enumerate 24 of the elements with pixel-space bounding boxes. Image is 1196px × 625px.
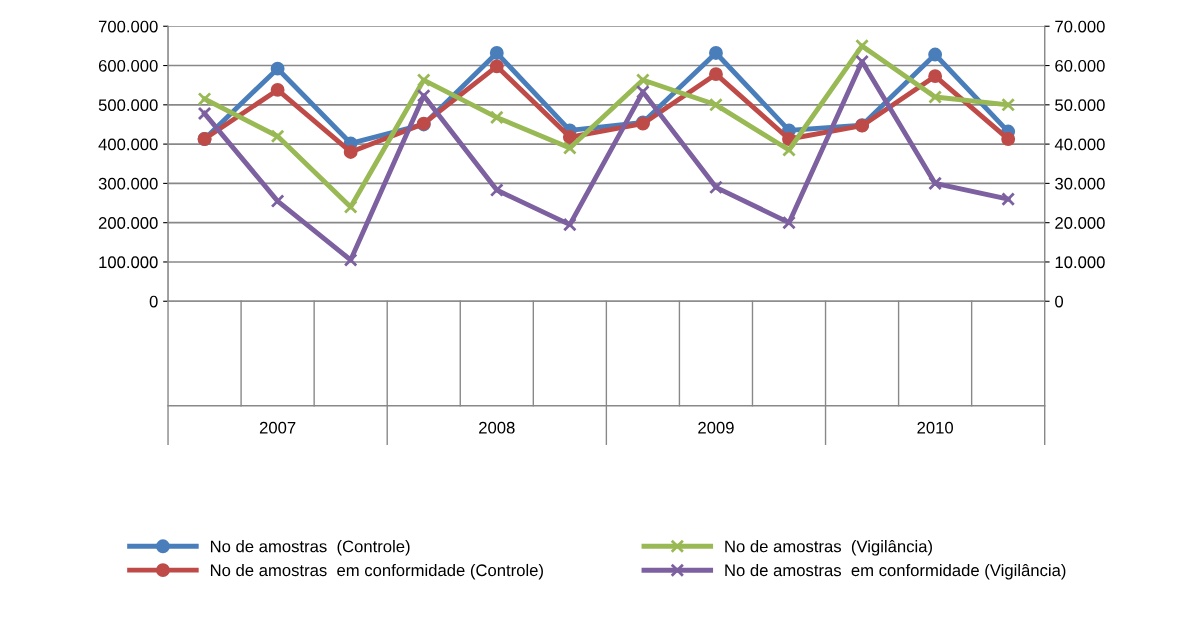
legend-label: No de amostras em conformidade (Controle) (210, 563, 543, 580)
y-tick-label: 400.000 (98, 138, 158, 151)
text: 2009 (698, 421, 734, 434)
legend-label: No de amostras em conformidade (Vigilância) (725, 563, 1066, 580)
y2-tick-label: 70.000 (1055, 20, 1105, 33)
y-tick-label: 200.000 (98, 217, 158, 229)
y2-tick-label: 20.000 (1055, 217, 1105, 229)
text: 2010 (917, 421, 954, 434)
legend-label: No de amostras (Vigilância) (725, 540, 932, 556)
y-tick-label: 600.000 (98, 59, 158, 72)
legend-label: No de amostras (Controle) (210, 540, 410, 556)
y2-tick-label: 0 (1055, 295, 1064, 308)
y-tick-label: 300.000 (98, 177, 158, 190)
y2-tick-label: 30.000 (1055, 177, 1105, 190)
y2-tick-label: 10.000 (1055, 256, 1105, 269)
text: 2008 (479, 421, 515, 434)
y2-tick-label: 60.000 (1055, 59, 1105, 72)
y-tick-label: 100.000 (99, 256, 158, 269)
y-tick-label: 500.000 (98, 99, 158, 112)
y2-tick-label: 50.000 (1055, 99, 1105, 112)
y-tick-label: 0 (149, 295, 158, 308)
text: 2007 (259, 421, 296, 434)
y2-tick-label: 40.000 (1054, 138, 1105, 151)
y-tick-label: 700.000 (98, 20, 158, 33)
